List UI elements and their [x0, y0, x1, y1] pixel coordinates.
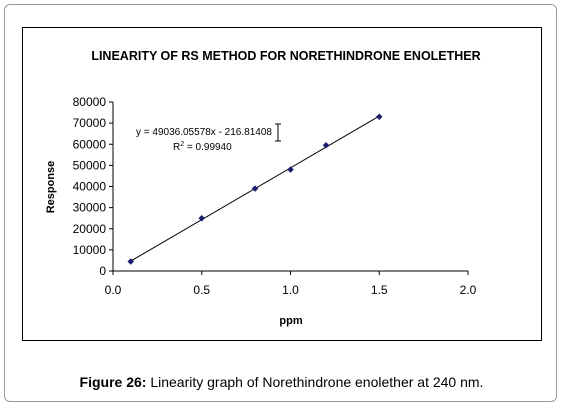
y-tick-label: 70000 — [73, 116, 107, 130]
x-tick-label: 1.5 — [371, 283, 388, 297]
y-tick-label: 20000 — [73, 222, 107, 236]
figure-caption: Figure 26: Linearity graph of Norethindr… — [0, 374, 563, 390]
data-point — [322, 141, 330, 149]
y-tick-label: 10000 — [73, 243, 107, 257]
x-tick-label: 1.0 — [282, 283, 299, 297]
x-tick-label: 2.0 — [460, 283, 477, 297]
y-tick-label: 60000 — [73, 137, 107, 151]
trendline-equation: y = 49036.05578x - 216.81408 — [136, 127, 272, 138]
data-point — [127, 258, 135, 265]
data-point — [198, 214, 206, 222]
y-axis-ticks: 0 10000 20000 30000 40000 50000 60000 70000 8000… — [73, 95, 113, 278]
chart-title: LINEARITY OF RS METHOD FOR NORETHINDRONE… — [91, 49, 480, 63]
y-tick-label: 0 — [99, 264, 106, 278]
data-point — [251, 185, 259, 192]
y-tick-label: 30000 — [73, 201, 107, 215]
y-axis-label: Response — [45, 161, 57, 214]
x-axis-ticks: 0.0 0.5 1.0 1.5 2.0 — [105, 271, 477, 297]
chart-svg: LINEARITY OF RS METHOD FOR NORETHINDRONE… — [45, 49, 481, 327]
caption-text: Linearity graph of Norethindrone enoleth… — [146, 374, 484, 390]
data-point — [287, 166, 294, 173]
r-squared-label: R2 = 0.99940 — [173, 141, 232, 153]
text-cursor-icon — [275, 123, 281, 142]
x-tick-label: 0.5 — [193, 283, 210, 297]
data-point — [375, 113, 383, 121]
y-tick-label: 80000 — [73, 95, 107, 109]
x-axis-label: ppm — [279, 315, 302, 327]
y-tick-label: 50000 — [73, 158, 107, 172]
y-tick-label: 40000 — [73, 180, 107, 194]
data-points — [127, 113, 383, 265]
chart-area: LINEARITY OF RS METHOD FOR NORETHINDRONE… — [22, 27, 542, 341]
caption-label: Figure 26: — [79, 374, 147, 390]
x-tick-label: 0.0 — [105, 283, 122, 297]
